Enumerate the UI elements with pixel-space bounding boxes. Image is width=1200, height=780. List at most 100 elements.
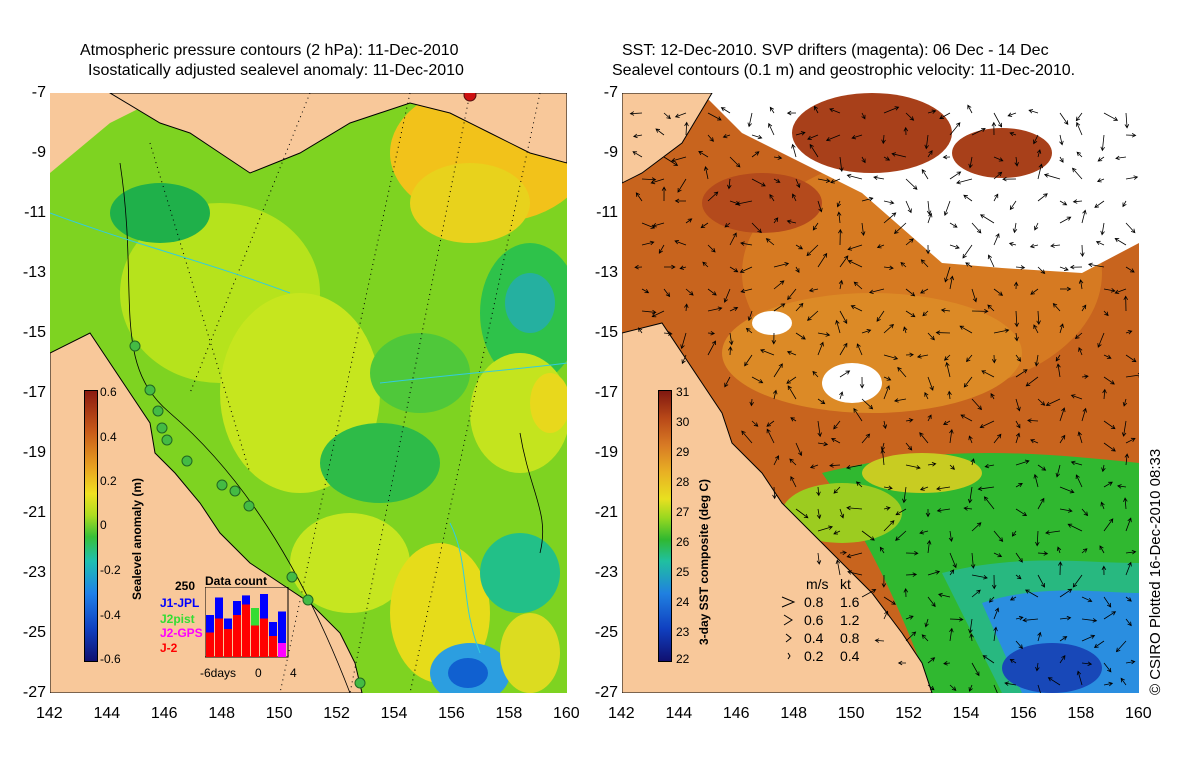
data-count-title: Data count — [205, 574, 268, 588]
velocity-arrow — [987, 304, 995, 312]
velocity-arrow — [1103, 518, 1114, 532]
right-lon-tick-7: 154 — [952, 705, 980, 722]
velocity-arrow — [1114, 238, 1127, 246]
velocity-arrow — [685, 218, 693, 224]
velocity-arrow — [1055, 464, 1061, 478]
velocity-arrow — [1101, 565, 1107, 576]
velocity-arrow — [677, 178, 687, 193]
j-2-bar-8 — [269, 636, 277, 657]
velocity-arrow — [729, 156, 741, 168]
left-lon-tick-7: 154 — [380, 705, 408, 722]
velocity-arrow — [1043, 173, 1061, 180]
velocity-arrow — [883, 506, 891, 511]
sealevel-colorbar-label: Sealevel anomaly (m) — [130, 477, 144, 600]
velocity-arrow — [739, 266, 753, 273]
velocity-arrow — [707, 288, 717, 296]
velocity-arrow — [861, 398, 874, 410]
velocity-arrow — [861, 156, 866, 164]
velocity-arrow — [905, 310, 916, 318]
velocity-arrow — [1093, 640, 1105, 648]
velocity-arrow — [983, 496, 995, 510]
velocity-arrow — [813, 105, 819, 114]
velocity-arrow — [1117, 484, 1127, 489]
velocity-arrow — [1015, 432, 1021, 444]
sealevel-colorbar — [84, 390, 98, 662]
velocity-arrow — [855, 481, 863, 488]
left-title-line2: Isostatically adjusted sealevel anomaly:… — [88, 62, 464, 79]
velocity-arrow — [943, 420, 951, 425]
velocity-arrow — [1100, 222, 1105, 236]
velocity-arrow — [895, 530, 907, 541]
velocity-arrow — [1059, 266, 1069, 271]
left-lon-tick-6: 152 — [323, 705, 350, 722]
velocity-arrow — [971, 288, 978, 303]
left-lon-tick-9: 158 — [495, 705, 523, 722]
velocity-arrow — [979, 214, 995, 224]
j1-jpl-bar-9 — [278, 611, 286, 657]
velocity-arrow — [920, 259, 929, 268]
velocity-arrow — [1059, 286, 1072, 292]
velocity-arrow — [838, 228, 843, 246]
velocity-arrow — [1072, 574, 1083, 588]
velocity-arrow — [949, 464, 955, 470]
velocity-arrow — [1036, 149, 1042, 158]
velocity-arrow — [861, 530, 875, 541]
right-title-line2: Sealevel contours (0.1 m) and geostrophi… — [612, 62, 1076, 79]
velocity-arrow — [1067, 523, 1083, 532]
left-lon-tick-1: 142 — [36, 705, 63, 722]
velocity-arrow — [727, 178, 732, 190]
velocity-arrow — [1028, 109, 1039, 114]
sealevel-tick-4: 0 — [100, 518, 107, 532]
velocity-arrow — [707, 306, 723, 312]
velocity-arrow — [1015, 420, 1021, 429]
velocity-arrow — [1015, 459, 1030, 466]
velocity-arrow — [1055, 354, 1061, 362]
sst-tick-9: 23 — [676, 625, 690, 639]
velocity-arrow — [944, 266, 951, 283]
velocity-arrow — [817, 341, 824, 356]
velocity-arrow — [787, 385, 797, 400]
velocity-arrow — [720, 107, 731, 114]
left-lat-tick-9: -23 — [22, 564, 46, 581]
sst-tick-5: 27 — [676, 505, 690, 519]
velocity-arrow — [1123, 295, 1129, 312]
velocity-arrow — [1103, 596, 1112, 608]
velocity-arrow — [1007, 112, 1017, 117]
velocity-arrow — [927, 684, 935, 691]
velocity-arrow — [703, 166, 709, 180]
velocity-arrow — [839, 550, 847, 556]
velocity-arrow — [902, 486, 907, 504]
velocity-arrow — [1056, 546, 1062, 554]
data-count-x-label-1: -6days — [200, 666, 237, 680]
left-lon-tick-3: 146 — [150, 705, 178, 722]
velocity-arrow — [987, 254, 995, 268]
velocity-arrow — [674, 198, 687, 204]
velocity-arrow — [766, 420, 775, 427]
velocity-arrow — [1070, 394, 1083, 400]
velocity-arrow — [968, 618, 973, 634]
left-title-line1: Atmospheric pressure contours (2 hPa): 1… — [80, 42, 459, 59]
velocity-arrow — [947, 390, 952, 400]
velocity-arrow — [981, 370, 995, 378]
velocity-arrow — [1009, 659, 1017, 664]
vector-legend-arrows — [781, 596, 796, 660]
velocity-arrow — [873, 175, 885, 181]
velocity-arrow — [1125, 266, 1135, 273]
j2-gps-bar-9 — [278, 643, 286, 657]
velocity-arrow — [1125, 517, 1132, 532]
data-count-bars — [205, 587, 289, 658]
velocity-arrow — [663, 331, 673, 336]
velocity-arrow — [949, 552, 957, 569]
velocity-arrow — [1081, 618, 1098, 623]
velocity-arrow — [991, 574, 997, 590]
left-lat-tick-8: -21 — [22, 504, 46, 521]
velocity-arrow — [893, 222, 907, 234]
velocity-arrow — [927, 212, 933, 224]
velocity-arrow — [1081, 596, 1093, 603]
velocity-arrow — [835, 319, 841, 334]
velocity-arrow — [1002, 176, 1017, 182]
vector-legend: m/s kt 0.8 1.6 0.6 1.2 0.4 0.8 0.2 0.4 — [780, 575, 890, 670]
right-lon-tick-5: 150 — [837, 705, 865, 722]
velocity-arrow — [847, 259, 863, 268]
velocity-arrow — [674, 112, 687, 118]
